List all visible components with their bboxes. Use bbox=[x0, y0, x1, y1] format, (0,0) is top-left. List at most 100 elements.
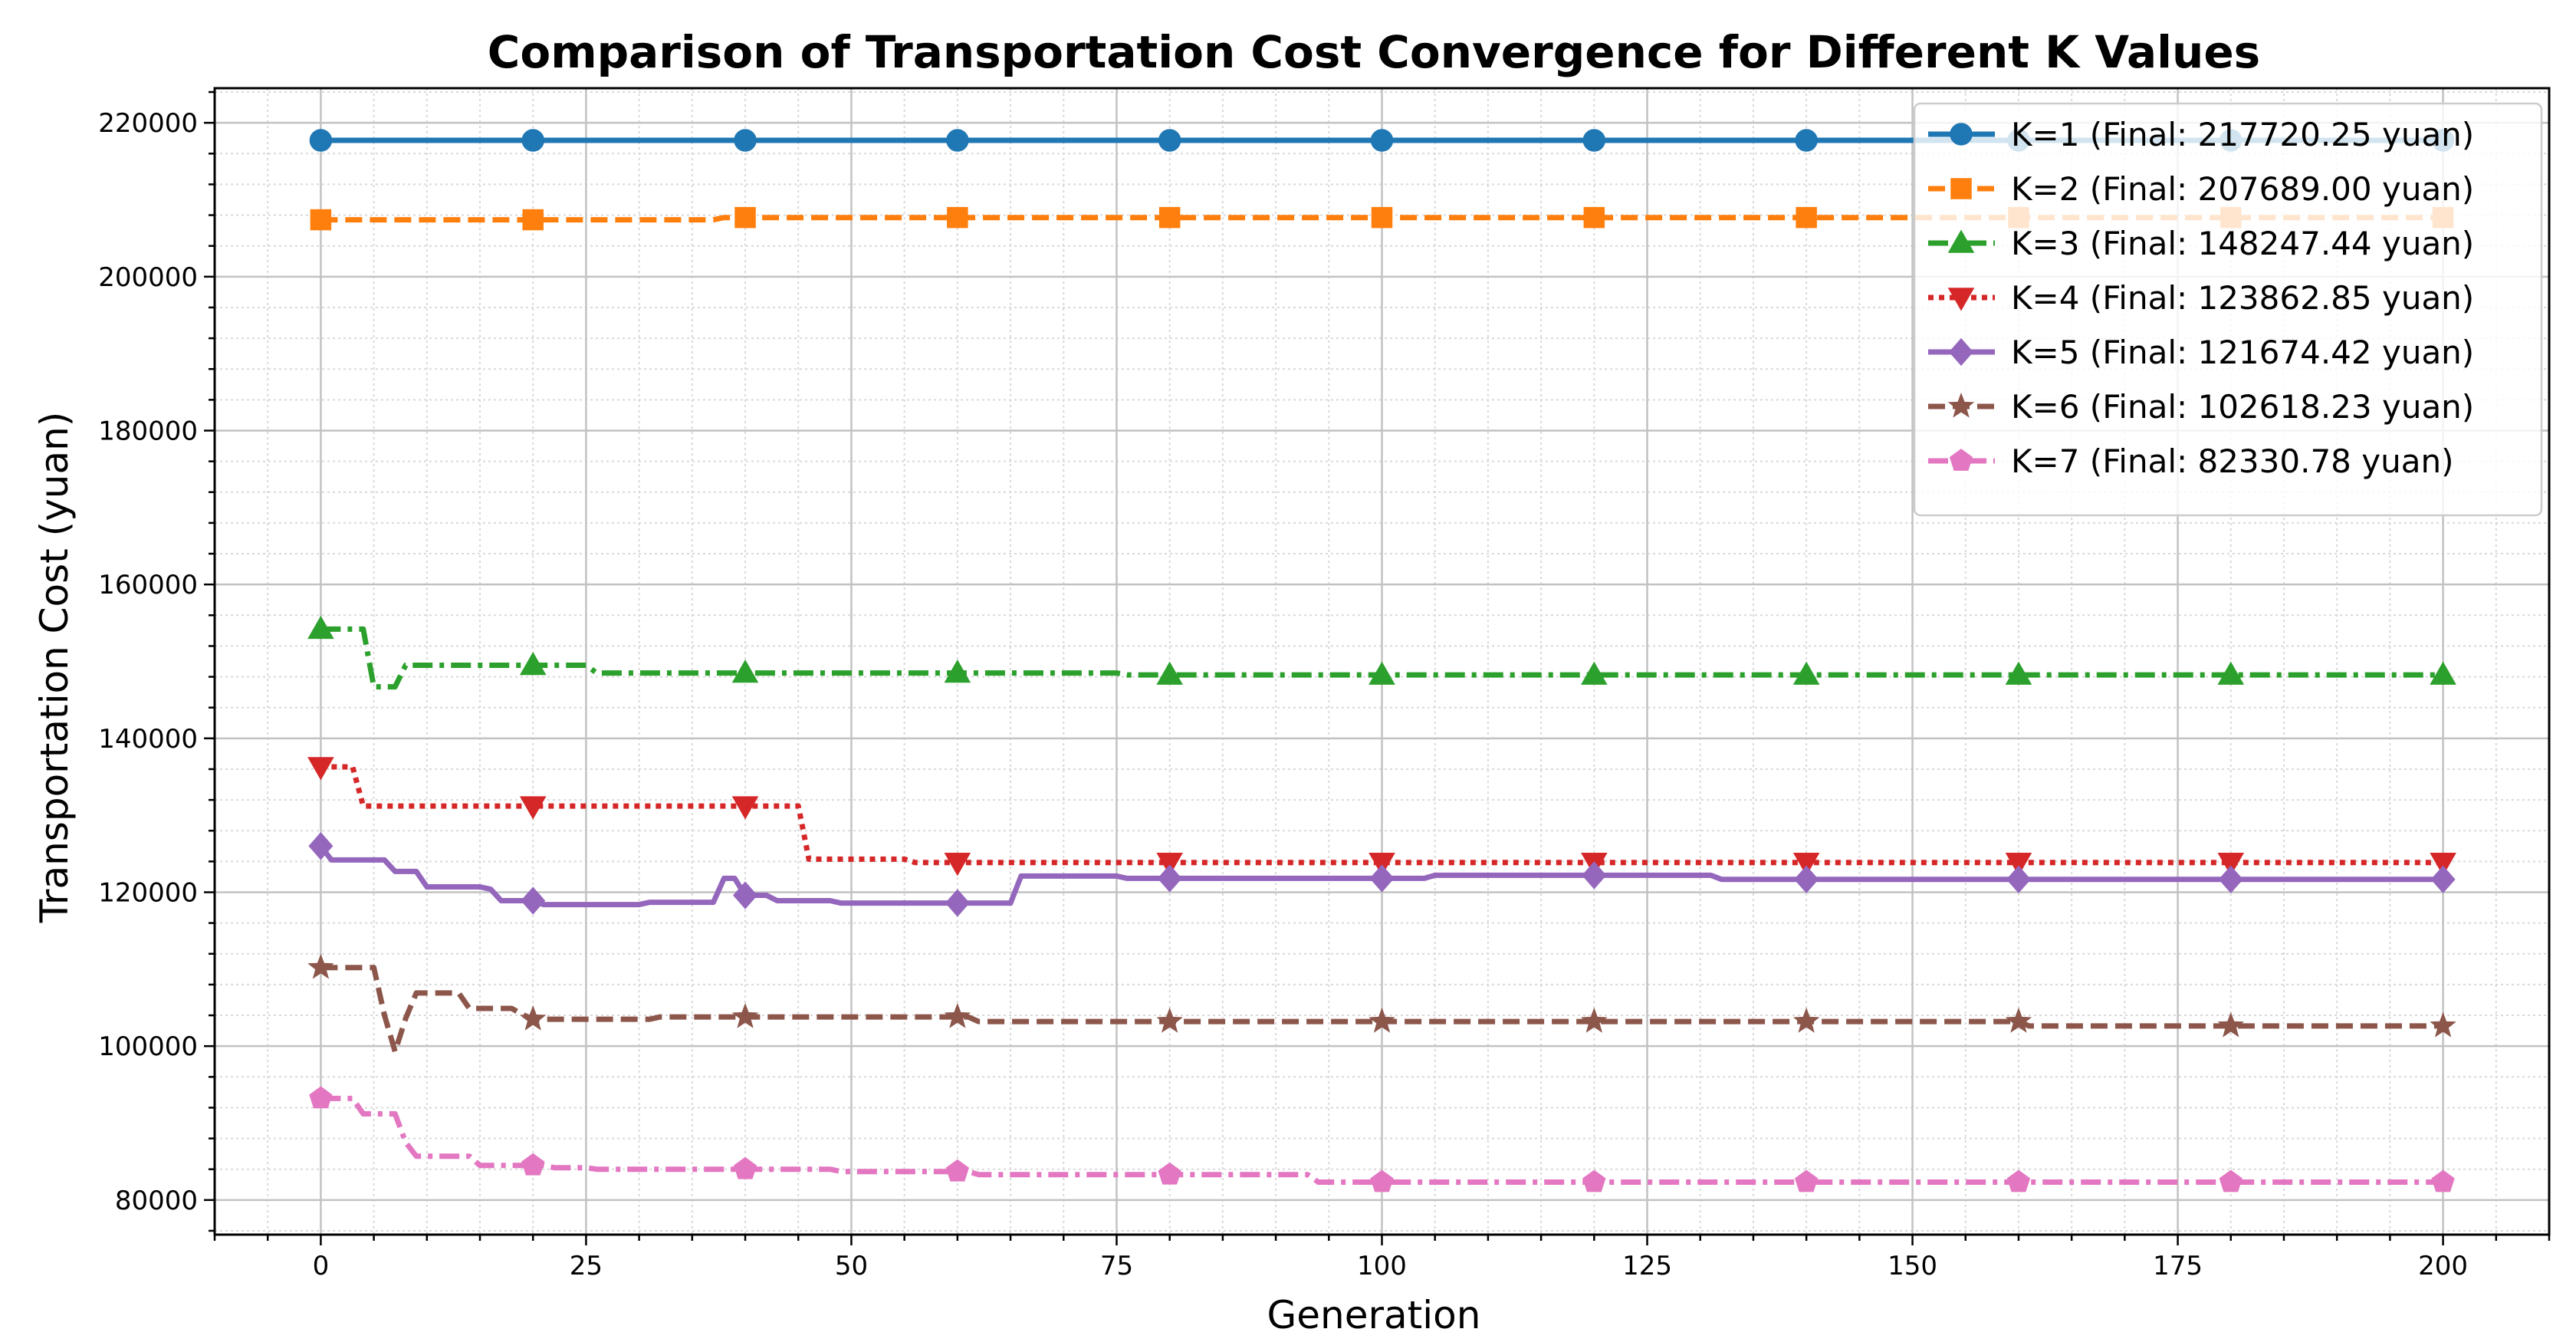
series-marker bbox=[2217, 852, 2245, 877]
legend-marker bbox=[1948, 337, 1974, 367]
y-axis-label: Transportation Cost (yuan) bbox=[32, 412, 77, 924]
legend-label: K=7 (Final: 82330.78 yuan) bbox=[2011, 442, 2453, 480]
series-marker bbox=[309, 1086, 333, 1109]
y-tick-label: 120000 bbox=[98, 878, 198, 909]
legend-marker bbox=[1947, 288, 1975, 311]
series-marker bbox=[519, 652, 547, 676]
y-tick-label: 200000 bbox=[98, 262, 198, 293]
series-marker bbox=[944, 1002, 971, 1028]
series-marker bbox=[2005, 852, 2032, 877]
series-marker bbox=[1794, 865, 1819, 893]
series-marker bbox=[2006, 1169, 2031, 1192]
series-marker bbox=[2006, 865, 2031, 893]
x-tick-label: 0 bbox=[313, 1251, 330, 1281]
legend-label: K=3 (Final: 148247.44 yuan) bbox=[2011, 225, 2474, 262]
legend-marker bbox=[1947, 229, 1975, 253]
series-marker bbox=[307, 953, 334, 979]
series-marker bbox=[2430, 865, 2456, 893]
series-marker bbox=[2217, 661, 2245, 685]
legend-label: K=5 (Final: 121674.42 yuan) bbox=[2011, 334, 2474, 371]
series-marker bbox=[309, 129, 333, 152]
series-marker bbox=[308, 832, 334, 860]
series-marker bbox=[731, 659, 759, 683]
series-marker bbox=[1156, 661, 1183, 685]
series-marker bbox=[1370, 1169, 1394, 1192]
series-marker bbox=[733, 881, 758, 909]
series-marker bbox=[2430, 661, 2456, 685]
series-marker bbox=[2217, 1011, 2245, 1038]
legend-label: K=1 (Final: 217720.25 yuan) bbox=[2011, 116, 2474, 153]
series-marker bbox=[307, 757, 334, 781]
legend-label: K=6 (Final: 102618.23 yuan) bbox=[2011, 388, 2474, 426]
series-marker bbox=[307, 615, 334, 640]
series-marker bbox=[1794, 1169, 1819, 1192]
y-tick-label: 220000 bbox=[98, 108, 198, 139]
series-4 bbox=[307, 757, 2456, 877]
series-marker bbox=[2430, 852, 2456, 877]
series-marker bbox=[945, 889, 970, 917]
legend-entry: K=1 (Final: 217720.25 yuan) bbox=[1928, 116, 2474, 153]
legend-label: K=2 (Final: 207689.00 yuan) bbox=[2011, 170, 2474, 208]
series-marker bbox=[2005, 661, 2032, 685]
series-6 bbox=[307, 953, 2456, 1054]
legend-marker bbox=[1949, 449, 1973, 471]
series-marker bbox=[522, 209, 544, 231]
series-marker bbox=[1158, 206, 1181, 229]
x-tick-label: 150 bbox=[1888, 1251, 1937, 1281]
series-line bbox=[320, 764, 2443, 866]
series-marker bbox=[1368, 852, 1395, 877]
series-line bbox=[320, 1095, 2443, 1185]
y-tick-label: 80000 bbox=[115, 1186, 198, 1216]
series-marker bbox=[1368, 661, 1395, 685]
legend-entry: K=6 (Final: 102618.23 yuan) bbox=[1928, 388, 2474, 426]
series-marker bbox=[2005, 1007, 2032, 1033]
series-marker bbox=[1792, 852, 1820, 877]
series-marker bbox=[1792, 661, 1820, 685]
legend-label: K=4 (Final: 123862.85 yuan) bbox=[2011, 279, 2474, 317]
series-marker bbox=[945, 1159, 970, 1182]
series-marker bbox=[1792, 1007, 1820, 1033]
y-tick-label: 140000 bbox=[98, 724, 198, 755]
legend-entry: K=3 (Final: 148247.44 yuan) bbox=[1928, 225, 2474, 262]
legend-entry: K=7 (Final: 82330.78 yuan) bbox=[1928, 442, 2453, 480]
series-5 bbox=[308, 832, 2456, 917]
y-tick-label: 180000 bbox=[98, 416, 198, 446]
axes-frame bbox=[213, 87, 2551, 1236]
series-7 bbox=[309, 1086, 2455, 1192]
legend-marker bbox=[1950, 123, 1973, 146]
series-marker bbox=[731, 796, 759, 820]
tick-labels: 0 25 50 75 100 125 150 175 200 80000 100000 120000 1… bbox=[98, 108, 2468, 1281]
x-axis-label: Generation bbox=[1267, 1293, 1481, 1337]
series-marker bbox=[947, 206, 968, 229]
series-marker bbox=[519, 1005, 547, 1031]
series-marker bbox=[1795, 129, 1818, 152]
legend-entry: K=5 (Final: 121674.42 yuan) bbox=[1928, 334, 2474, 371]
series-marker bbox=[2430, 1011, 2456, 1038]
legend-marker bbox=[1947, 392, 1975, 418]
series-marker bbox=[946, 129, 969, 152]
legend: K=1 (Final: 217720.25 yuan) K=2 (Final: 2… bbox=[1913, 102, 2543, 517]
series-marker bbox=[2431, 1169, 2455, 1192]
x-tick-label: 125 bbox=[1622, 1251, 1672, 1281]
series-marker bbox=[1370, 129, 1394, 152]
x-tick-label: 50 bbox=[835, 1251, 868, 1281]
series-marker bbox=[1582, 1169, 1606, 1192]
series-marker bbox=[1368, 1007, 1395, 1033]
series-marker bbox=[2219, 1169, 2242, 1192]
legend-entry: K=2 (Final: 207689.00 yuan) bbox=[1928, 170, 2474, 208]
series-line bbox=[320, 965, 2443, 1054]
series-marker bbox=[1369, 864, 1395, 893]
series-line bbox=[320, 215, 2443, 223]
series-marker bbox=[734, 129, 757, 152]
series-marker bbox=[944, 659, 971, 683]
x-tick-label: 175 bbox=[2153, 1251, 2203, 1281]
series-marker bbox=[310, 209, 332, 231]
plot-area: 0 25 50 75 100 125 150 175 200 80000 100000 120000 1… bbox=[98, 87, 2551, 1281]
series-marker bbox=[521, 1153, 545, 1176]
series-marker bbox=[733, 1156, 757, 1179]
series-marker bbox=[1156, 852, 1183, 877]
series-marker bbox=[1158, 1162, 1181, 1185]
series-marker bbox=[734, 206, 756, 229]
series-marker bbox=[731, 1002, 759, 1028]
